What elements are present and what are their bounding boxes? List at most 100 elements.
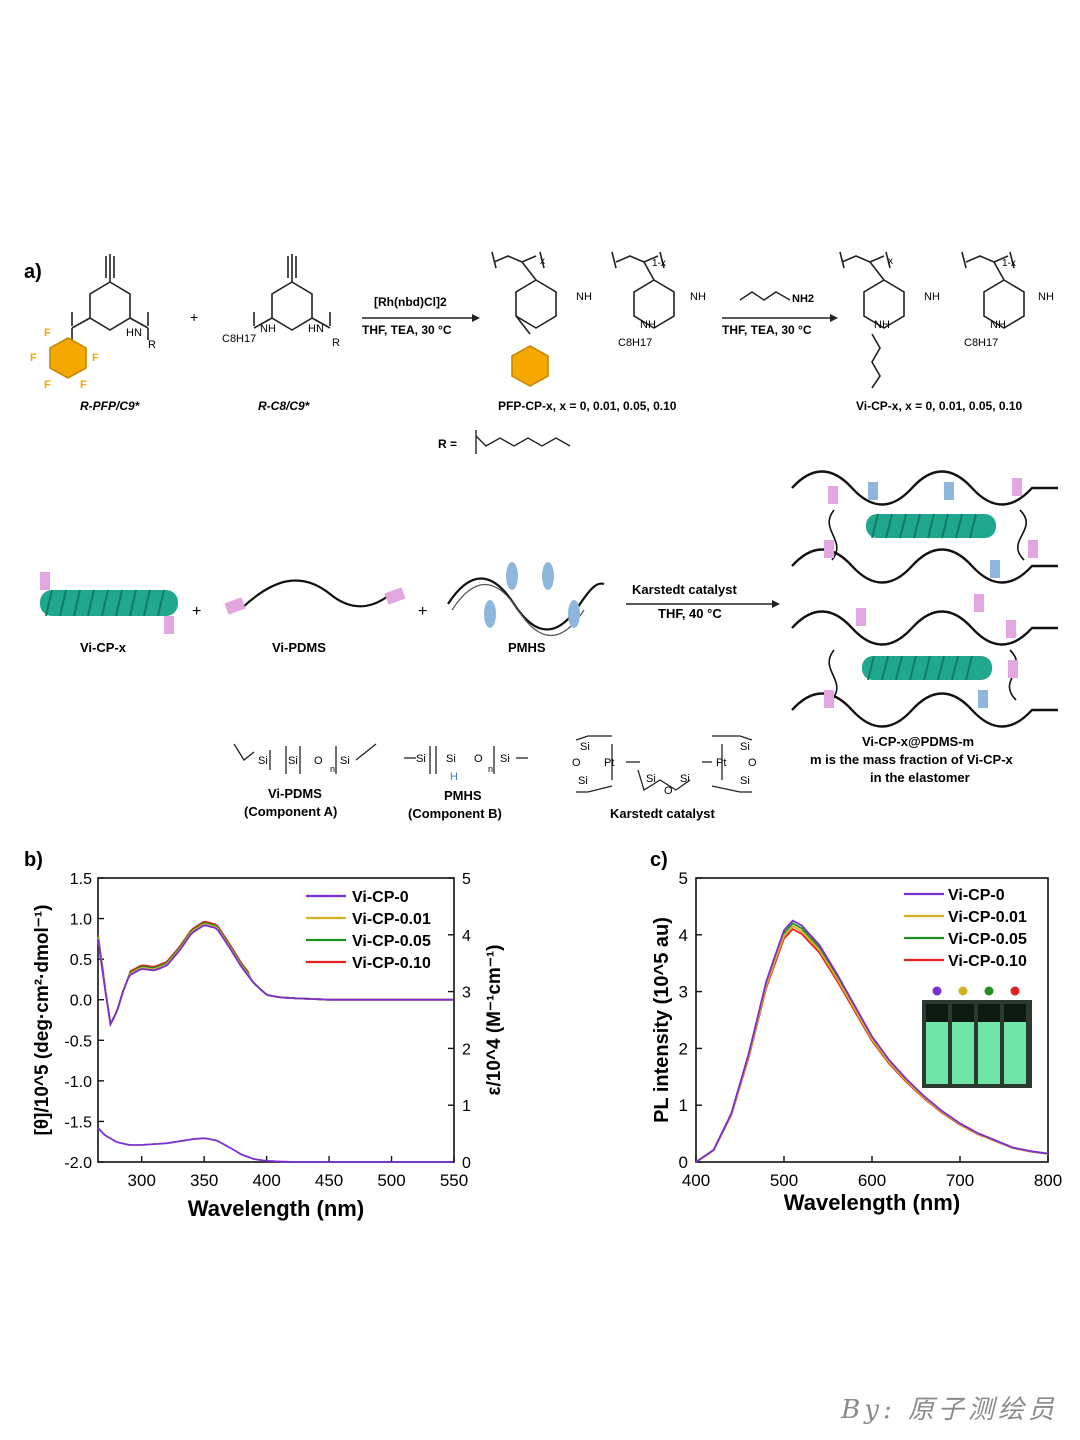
vial-dot <box>932 986 942 996</box>
x-tick-label: 500 <box>770 1171 798 1190</box>
atom-O: O <box>572 757 581 769</box>
panel-c-label: c) <box>650 849 668 871</box>
subscript-1-x: 1-x <box>1002 258 1016 269</box>
chart-b-series <box>97 920 453 1163</box>
atom-Pt: Pt <box>716 757 726 769</box>
r-group-chain <box>475 435 571 447</box>
y-tick-label: 5 <box>679 869 688 888</box>
y-tick-label: 2 <box>679 1039 688 1058</box>
monomer-pfp-structure <box>49 254 149 379</box>
monomer-c8-label: R-C8/C9* <box>258 399 311 413</box>
y2-tick-label: 5 <box>462 871 471 888</box>
atom-Pt: Pt <box>604 757 614 769</box>
vi-pdms-role: (Component A) <box>244 804 337 819</box>
chain-vi-pdms <box>224 579 406 615</box>
legend-label: Vi-CP-0.05 <box>352 933 431 950</box>
atom-R: R <box>148 339 156 351</box>
subscript-x: x <box>888 256 893 267</box>
chart-c-axes: 400 500 600 700 800 5 4 3 2 1 0 <box>679 869 1063 1190</box>
chain-pmhs <box>447 562 605 636</box>
y-tick-label: 1.0 <box>70 912 92 929</box>
panel-c-chart: c) 400 500 600 700 800 5 4 3 2 1 0 Vi-CP-0 Vi-CP-0.… <box>650 849 1062 1215</box>
vi-pdms-name: Vi-PDMS <box>268 786 322 801</box>
chart-c-xlabel: Wavelength (nm) <box>784 1190 960 1215</box>
subscript-x: x <box>540 256 545 267</box>
watermark-text: By: 原子测绘员 <box>841 1395 1058 1425</box>
atom-Si: Si <box>740 775 750 787</box>
legend-label: Vi-CP-0 <box>352 889 409 906</box>
chart-c-ylabel: PL intensity (10^5 au) <box>651 917 673 1123</box>
product-note-2: in the elastomer <box>870 770 970 785</box>
reaction1-conditions: THF, TEA, 30 °C <box>362 323 452 337</box>
atom-F: F <box>80 379 87 391</box>
legend-label: Vi-CP-0.01 <box>948 909 1027 926</box>
atom-Si: Si <box>740 741 750 753</box>
atom-NH: NH <box>576 291 592 303</box>
panel-a-scheme: a) F F F F F HN R R-PFP/C9* + <box>24 251 1058 821</box>
y-tick-label: 0.5 <box>70 952 92 969</box>
atom-C8H17: C8H17 <box>964 337 998 349</box>
atom-F: F <box>92 352 99 364</box>
atom-NH: NH <box>260 323 276 335</box>
y-tick-label: -1.0 <box>64 1074 92 1091</box>
polymer-pfp-structure <box>491 251 675 387</box>
pmhs-role: (Component B) <box>408 806 502 821</box>
x-tick-label: 500 <box>377 1171 405 1190</box>
y-tick-label: 1.5 <box>70 871 92 888</box>
atom-Si: Si <box>580 741 590 753</box>
atom-Si: Si <box>578 775 588 787</box>
atom-HN: HN <box>308 323 324 335</box>
atom-R: R <box>332 337 340 349</box>
legend-label: Vi-CP-0 <box>948 887 1005 904</box>
x-tick-label: 550 <box>440 1171 468 1190</box>
y-tick-label: 1 <box>679 1096 688 1115</box>
karstedt-label: Karstedt catalyst <box>610 806 715 821</box>
y-tick-label: 0.0 <box>70 993 92 1010</box>
plus-sign: + <box>190 309 198 325</box>
legend-label: Vi-CP-0.01 <box>352 911 431 928</box>
helix-vi-cp <box>40 572 178 634</box>
subscript-n: n <box>330 764 335 774</box>
product-name: Vi-CP-x@PDMS-m <box>862 734 974 749</box>
chart-b-ylabel: [θ]/10^5 (deg·cm²·dmol⁻¹) <box>32 905 53 1136</box>
chart-b-y2label: ε/10^4 (M⁻¹cm⁻¹) <box>484 944 505 1095</box>
x-tick-label: 600 <box>858 1171 886 1190</box>
reaction2-reagent: NH2 <box>792 293 814 305</box>
y2-tick-label: 3 <box>462 985 471 1002</box>
pmhs-structure <box>404 746 528 774</box>
y-tick-label: 4 <box>679 926 688 945</box>
cd-line-vi-cp-0 <box>97 924 453 1027</box>
absorption-line <box>97 1127 453 1163</box>
polymer-vi-label: Vi-CP-x, x = 0, 0.01, 0.05, 0.10 <box>856 399 1023 413</box>
atom-F: F <box>44 379 51 391</box>
pmhs-name: PMHS <box>444 788 482 803</box>
reaction2-conditions: THF, TEA, 30 °C <box>722 323 812 337</box>
legend-label: Vi-CP-0.10 <box>352 955 431 972</box>
vials-photo <box>922 1000 1032 1088</box>
atom-HN: HN <box>126 327 142 339</box>
product-note-1: m is the mass fraction of Vi-CP-x <box>810 752 1014 767</box>
x-tick-label: 400 <box>682 1171 710 1190</box>
atom-Si: Si <box>416 753 426 765</box>
panel-a-label: a) <box>24 261 42 283</box>
atom-F: F <box>30 352 37 364</box>
atom-Si: Si <box>446 753 456 765</box>
vial-dot <box>1010 986 1020 996</box>
y2-tick-label: 1 <box>462 1098 471 1115</box>
plus-sign: + <box>192 603 201 620</box>
plus-sign: + <box>418 603 427 620</box>
atom-O: O <box>314 755 323 767</box>
vial-dot <box>984 986 994 996</box>
atom-Si: Si <box>288 755 298 767</box>
subscript-n: n <box>488 764 493 774</box>
arrowhead-icon <box>472 314 480 322</box>
y-tick-label: -0.5 <box>64 1033 92 1050</box>
y-tick-label: -2.0 <box>64 1155 92 1172</box>
reaction3-conditions: THF, 40 °C <box>658 606 722 621</box>
atom-NH: NH <box>690 291 706 303</box>
vi-pdms-structure <box>233 743 377 774</box>
y-tick-label: 3 <box>679 983 688 1002</box>
y2-tick-label: 0 <box>462 1155 471 1172</box>
atom-Si: Si <box>646 773 656 785</box>
y-tick-label: 0 <box>679 1153 688 1172</box>
